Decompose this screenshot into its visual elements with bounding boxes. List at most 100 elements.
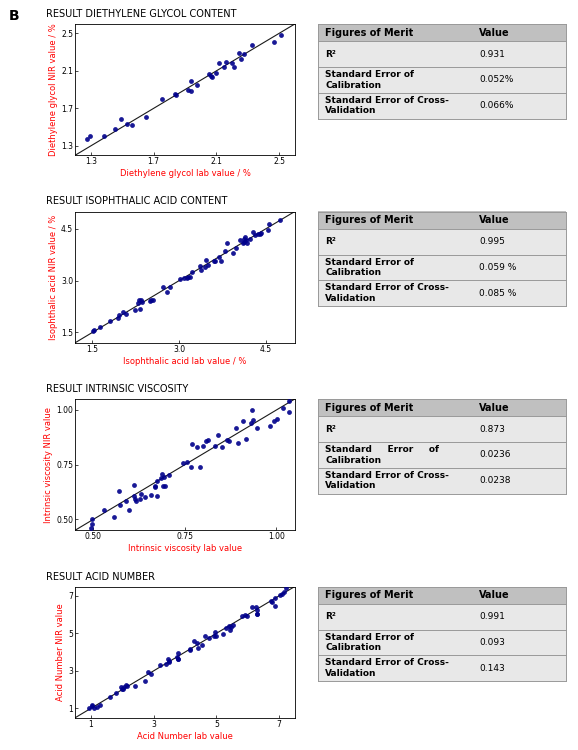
Point xyxy=(228,619,238,631)
Point xyxy=(266,420,275,432)
Point xyxy=(228,57,237,69)
Point xyxy=(239,233,249,245)
Point xyxy=(212,630,221,642)
Text: 0.059 %: 0.059 % xyxy=(480,263,517,272)
Point xyxy=(165,280,174,292)
Point xyxy=(105,315,114,327)
Point xyxy=(203,434,212,446)
Point xyxy=(110,123,120,135)
Point xyxy=(203,260,213,272)
X-axis label: Isophthalic acid lab value / %: Isophthalic acid lab value / % xyxy=(123,356,247,365)
Bar xyxy=(318,630,566,656)
Point xyxy=(87,522,96,534)
Text: Standard Error of
Calibration: Standard Error of Calibration xyxy=(325,258,414,278)
Point xyxy=(248,602,257,613)
Point xyxy=(163,653,172,665)
Bar xyxy=(318,24,566,41)
Point xyxy=(276,28,286,40)
Text: 0.873: 0.873 xyxy=(480,424,505,433)
Point xyxy=(165,656,174,668)
Point xyxy=(249,414,258,426)
Text: Value: Value xyxy=(480,403,510,412)
Point xyxy=(278,403,287,415)
Bar xyxy=(318,604,566,630)
Text: Figures of Merit: Figures of Merit xyxy=(325,215,414,225)
Point xyxy=(182,272,191,284)
Point xyxy=(266,596,276,608)
Point xyxy=(115,499,124,511)
Text: R²: R² xyxy=(325,237,336,246)
Bar xyxy=(318,416,566,442)
Point xyxy=(147,294,156,306)
Point xyxy=(109,511,118,523)
Bar xyxy=(318,255,566,280)
Point xyxy=(224,620,234,632)
Text: 0.093: 0.093 xyxy=(480,638,505,647)
Point xyxy=(216,255,225,267)
Point xyxy=(240,232,250,244)
Point xyxy=(140,491,149,503)
Text: Standard Error of Cross-
Validation: Standard Error of Cross- Validation xyxy=(325,471,449,490)
Text: Standard     Error     of
Calibration: Standard Error of Calibration xyxy=(325,446,439,465)
Point xyxy=(88,513,97,525)
Point xyxy=(121,495,131,507)
Point xyxy=(173,653,183,665)
Point xyxy=(100,505,109,517)
Text: RESULT ACID NUMBER: RESULT ACID NUMBER xyxy=(46,572,155,581)
Point xyxy=(284,406,293,418)
Point xyxy=(210,254,219,266)
Point xyxy=(153,490,162,502)
Point xyxy=(225,624,234,636)
Point xyxy=(197,264,206,276)
Point xyxy=(220,245,229,257)
Point xyxy=(198,639,207,651)
Point xyxy=(247,39,257,51)
Text: Standard Error of
Calibration: Standard Error of Calibration xyxy=(325,70,414,90)
Point xyxy=(84,701,94,713)
Point xyxy=(165,656,174,668)
Bar xyxy=(318,280,566,306)
Text: 0.066%: 0.066% xyxy=(480,101,514,110)
Text: 0.085 %: 0.085 % xyxy=(480,289,517,298)
Point xyxy=(223,237,232,249)
Point xyxy=(152,475,161,487)
Point xyxy=(121,680,131,692)
Point xyxy=(187,266,197,278)
Point xyxy=(106,691,115,703)
Point xyxy=(235,46,244,58)
Point xyxy=(96,699,105,711)
Point xyxy=(125,504,134,516)
Text: RESULT ISOPHTHALIC ACID CONTENT: RESULT ISOPHTHALIC ACID CONTENT xyxy=(46,196,228,206)
Point xyxy=(173,646,183,658)
Point xyxy=(178,457,187,469)
Point xyxy=(240,609,250,621)
Point xyxy=(162,286,172,298)
Point xyxy=(282,582,291,594)
Point xyxy=(204,68,213,80)
Text: RESULT INTRINSIC VISCOSITY: RESULT INTRINSIC VISCOSITY xyxy=(46,384,188,394)
Point xyxy=(209,631,218,643)
Point xyxy=(136,494,145,506)
Point xyxy=(279,586,288,598)
Text: 0.052%: 0.052% xyxy=(480,76,514,85)
Point xyxy=(172,89,181,101)
Point xyxy=(224,434,234,446)
Point xyxy=(82,134,91,146)
Point xyxy=(195,260,205,272)
Y-axis label: Isophthalic acid NIR value / %: Isophthalic acid NIR value / % xyxy=(49,214,58,340)
Point xyxy=(210,440,219,452)
Point xyxy=(257,226,266,238)
Point xyxy=(201,629,210,641)
Text: Standard Error of Cross-
Validation: Standard Error of Cross- Validation xyxy=(325,96,449,116)
Bar xyxy=(318,468,566,494)
Point xyxy=(226,622,235,634)
Text: Value: Value xyxy=(480,28,510,38)
Point xyxy=(242,238,251,250)
Point xyxy=(137,296,146,307)
Point xyxy=(189,635,198,647)
Text: R²: R² xyxy=(325,50,336,58)
Point xyxy=(237,610,246,622)
Y-axis label: Intrinsic viscosity NIR value: Intrinsic viscosity NIR value xyxy=(45,406,53,523)
Point xyxy=(201,261,210,273)
Point xyxy=(116,112,125,125)
